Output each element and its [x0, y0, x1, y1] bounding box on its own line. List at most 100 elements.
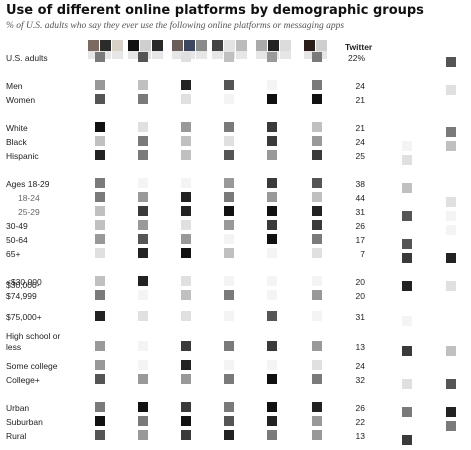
pixel-cell — [312, 374, 322, 384]
pixel-cell — [312, 430, 322, 440]
table-row: $30,000-$74,999 20 — [6, 280, 365, 301]
row-label: <$30,000 — [6, 277, 42, 287]
pixel-cell — [224, 360, 234, 370]
pixel-cell — [181, 150, 191, 160]
pixel-cell — [267, 178, 277, 188]
pixel-cell — [267, 94, 277, 104]
pixel-cell — [402, 211, 412, 221]
pixel-cell — [312, 136, 322, 146]
pixel-cell — [312, 416, 322, 426]
pixel-cell — [138, 122, 148, 132]
row-label: Some college — [6, 361, 58, 371]
pixel-cell — [138, 206, 148, 216]
pixel-cell — [181, 290, 191, 300]
pixel-cell — [402, 155, 412, 165]
table-row: U.S. adults 22% — [6, 53, 365, 63]
row-label: Suburban — [6, 417, 43, 427]
pixel-cell — [312, 192, 322, 202]
pixel-cell — [181, 248, 191, 258]
pixel-cell — [402, 346, 412, 356]
table-row: High school or less 13 — [6, 331, 365, 352]
twitter-value: 26 — [356, 221, 366, 231]
pixel-cell — [181, 416, 191, 426]
pixel-cell — [95, 206, 105, 216]
header-logo-block — [100, 40, 111, 51]
twitter-value: 22 — [356, 417, 366, 427]
pixel-cell — [138, 290, 148, 300]
header-logo-block — [112, 40, 123, 51]
pixel-cell — [224, 206, 234, 216]
header-logo-block — [212, 40, 223, 51]
header-logo-block — [140, 40, 151, 51]
twitter-value: 20 — [356, 277, 366, 287]
pixel-cell — [402, 316, 412, 326]
pixel-cell — [95, 52, 105, 62]
pixel-cell — [224, 80, 234, 90]
pixel-cell — [95, 94, 105, 104]
pixel-cell — [224, 430, 234, 440]
row-label: High school or less — [6, 331, 61, 352]
twitter-value: 24 — [356, 361, 366, 371]
pixel-cell — [95, 341, 105, 351]
pixel-cell — [312, 80, 322, 90]
pixel-cell — [224, 248, 234, 258]
row-label: 65+ — [6, 249, 20, 259]
row-label: Urban — [6, 403, 29, 413]
twitter-value: 21 — [356, 123, 366, 133]
header-logo-block — [196, 51, 207, 59]
header-logo-block — [128, 51, 139, 59]
pixel-cell — [267, 341, 277, 351]
pixel-cell — [181, 206, 191, 216]
table-row: Rural 13 — [6, 431, 365, 441]
row-label: White — [6, 123, 28, 133]
pixel-cell — [95, 276, 105, 286]
twitter-value: 31 — [356, 207, 366, 217]
pixel-cell — [95, 192, 105, 202]
pixel-cell — [312, 248, 322, 258]
row-label: $75,000+ — [6, 312, 42, 322]
pixel-cell — [181, 341, 191, 351]
pixel-cell — [138, 136, 148, 146]
pixel-cell — [224, 150, 234, 160]
twitter-value: 25 — [356, 151, 366, 161]
header-logo-block — [184, 40, 195, 51]
pixel-cell — [312, 402, 322, 412]
pixel-cell — [181, 402, 191, 412]
header-logo-block — [316, 40, 327, 51]
pixel-cell — [95, 402, 105, 412]
pixel-cell — [224, 276, 234, 286]
pixelated-header-logos — [88, 40, 327, 59]
pixel-cell — [95, 136, 105, 146]
pixel-cell — [95, 311, 105, 321]
pixel-cell — [312, 276, 322, 286]
chart-title: Use of different online platforms by dem… — [6, 3, 424, 18]
table-row: Ages 18-29 38 — [6, 179, 365, 189]
twitter-value: 20 — [356, 291, 366, 301]
twitter-value: 32 — [356, 375, 366, 385]
twitter-value: 24 — [356, 81, 366, 91]
pixel-cell — [95, 360, 105, 370]
table-row: 50-64 17 — [6, 235, 365, 245]
header-logo-block — [172, 51, 183, 59]
table-row: 25-29 31 — [18, 207, 365, 217]
pixel-cell — [267, 360, 277, 370]
row-label: 18-24 — [18, 193, 40, 203]
header-logo-block — [196, 40, 207, 51]
column-header-twitter: Twitter — [345, 42, 373, 52]
row-label: Rural — [6, 431, 26, 441]
header-logo-block — [304, 40, 315, 51]
pixel-cell — [224, 341, 234, 351]
pixel-cell — [95, 234, 105, 244]
row-label: U.S. adults — [6, 53, 48, 63]
pixel-cell — [402, 239, 412, 249]
pixel-cell — [402, 253, 412, 263]
header-logo-block — [304, 51, 315, 59]
pixel-cell — [267, 220, 277, 230]
table-rows: U.S. adults 22% Men 24 Women 21 White 21 Black 24… — [6, 53, 365, 441]
pixel-cell — [312, 290, 322, 300]
pixel-cell — [402, 141, 412, 151]
pixel-cell — [181, 192, 191, 202]
pixel-cell — [267, 402, 277, 412]
header-logo-block — [128, 40, 139, 51]
pixel-cell — [446, 211, 456, 221]
